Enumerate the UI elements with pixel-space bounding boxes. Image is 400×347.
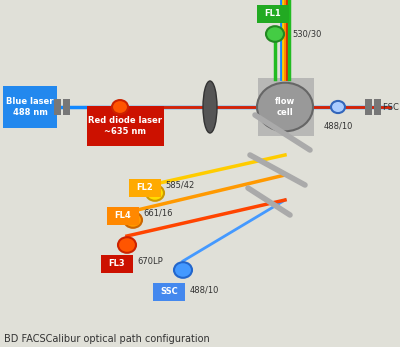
FancyBboxPatch shape bbox=[365, 99, 372, 115]
Circle shape bbox=[257, 83, 313, 131]
FancyBboxPatch shape bbox=[107, 207, 139, 225]
Text: Blue laser
488 nm: Blue laser 488 nm bbox=[6, 97, 54, 117]
Circle shape bbox=[118, 237, 136, 253]
Text: flow
cell: flow cell bbox=[275, 97, 295, 117]
Text: FL1: FL1 bbox=[265, 9, 281, 18]
FancyBboxPatch shape bbox=[54, 99, 61, 115]
Circle shape bbox=[266, 26, 284, 42]
Text: 661/16: 661/16 bbox=[143, 209, 172, 218]
Ellipse shape bbox=[203, 81, 217, 133]
FancyBboxPatch shape bbox=[87, 106, 164, 146]
Circle shape bbox=[331, 101, 345, 113]
Text: 488/10: 488/10 bbox=[323, 122, 353, 131]
FancyBboxPatch shape bbox=[374, 99, 381, 115]
Text: SSC: SSC bbox=[160, 288, 178, 296]
FancyBboxPatch shape bbox=[153, 283, 185, 301]
Text: FSC diode: FSC diode bbox=[383, 102, 400, 111]
FancyBboxPatch shape bbox=[257, 5, 289, 23]
Circle shape bbox=[146, 185, 164, 201]
Circle shape bbox=[124, 212, 142, 228]
Text: 585/42: 585/42 bbox=[165, 180, 194, 189]
Text: Red diode laser
~635 nm: Red diode laser ~635 nm bbox=[88, 116, 162, 136]
FancyBboxPatch shape bbox=[3, 86, 57, 128]
FancyBboxPatch shape bbox=[63, 99, 70, 115]
Circle shape bbox=[174, 262, 192, 278]
Text: FL2: FL2 bbox=[137, 184, 153, 193]
Text: FL3: FL3 bbox=[109, 260, 125, 269]
Text: FL4: FL4 bbox=[115, 212, 131, 220]
Text: 488/10: 488/10 bbox=[190, 286, 219, 295]
Circle shape bbox=[112, 100, 128, 114]
Text: BD FACSCalibur optical path configuration: BD FACSCalibur optical path configuratio… bbox=[4, 333, 210, 344]
FancyBboxPatch shape bbox=[129, 179, 161, 197]
Text: 530/30: 530/30 bbox=[292, 29, 321, 39]
FancyBboxPatch shape bbox=[101, 255, 133, 273]
FancyBboxPatch shape bbox=[258, 78, 314, 136]
Text: 670LP: 670LP bbox=[137, 257, 163, 266]
